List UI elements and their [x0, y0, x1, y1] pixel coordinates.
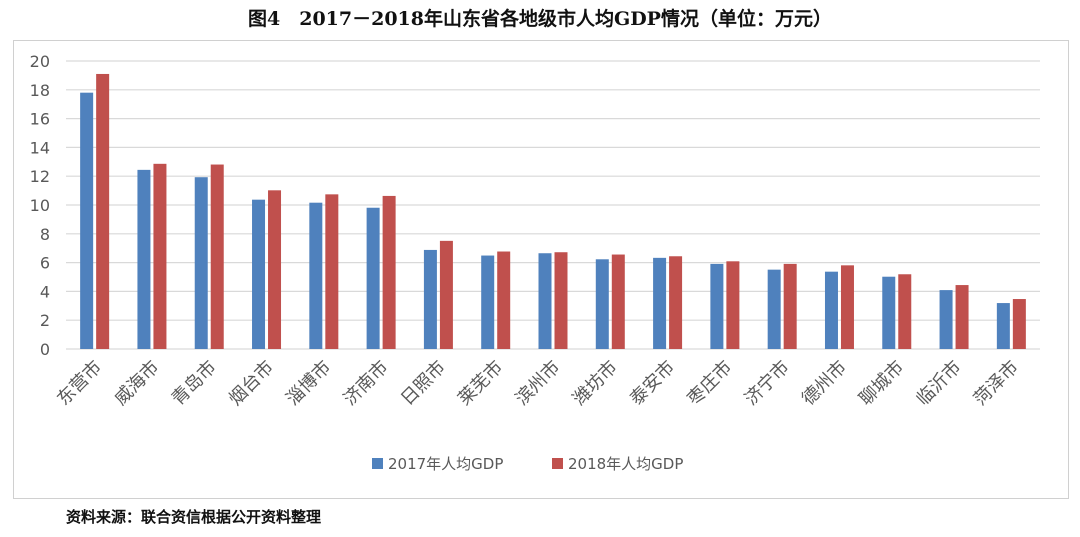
x-tick-label: 临沂市: [913, 357, 966, 410]
x-tick-label: 聊城市: [855, 357, 908, 410]
bar-2018: [554, 252, 568, 349]
bar-2017: [939, 290, 953, 349]
bar-2018: [210, 164, 224, 349]
legend-swatch: [552, 458, 563, 469]
x-tick-label: 青岛市: [168, 357, 221, 410]
bar-2018: [783, 263, 797, 349]
legend-swatch: [372, 458, 383, 469]
y-tick-label: 6: [40, 254, 50, 273]
y-tick-label: 0: [40, 340, 50, 359]
bar-2018: [669, 256, 683, 349]
bar-2017: [137, 169, 151, 349]
y-tick-label: 2: [40, 311, 50, 330]
bar-2018: [611, 254, 625, 349]
chart-frame: [13, 40, 1069, 499]
y-tick-label: 18: [30, 81, 50, 100]
y-tick-label: 14: [30, 138, 50, 157]
legend-label: 2018年人均GDP: [568, 455, 683, 473]
bar-2017: [252, 199, 266, 349]
source-note: 资料来源：联合资信根据公开资料整理: [66, 508, 322, 526]
chart-title: 图4 2017－2018年山东省各地级市人均GDP情况（单位：万元）: [248, 8, 832, 30]
bar-2017: [996, 303, 1010, 349]
y-tick-label: 16: [30, 110, 50, 129]
bar-2017: [882, 276, 896, 349]
bar-2018: [955, 285, 969, 349]
x-tick-label: 滨州市: [512, 357, 565, 410]
bar-2017: [80, 92, 94, 350]
bar-2018: [726, 261, 740, 349]
x-tick-label: 东营市: [53, 357, 106, 410]
bar-2018: [153, 163, 167, 349]
x-tick-label: 淄博市: [282, 357, 335, 410]
x-tick-label: 济南市: [340, 357, 393, 410]
x-tick-label: 泰安市: [626, 357, 679, 410]
x-tick-label: 德州市: [798, 357, 851, 410]
bar-2017: [194, 177, 208, 349]
bar-2017: [710, 263, 724, 349]
x-tick-label: 菏泽市: [970, 357, 1023, 410]
y-tick-label: 20: [30, 52, 50, 71]
bar-2018: [898, 274, 912, 349]
bar-2017: [481, 255, 495, 349]
y-tick-label: 12: [30, 167, 50, 186]
bar-2018: [497, 251, 511, 349]
legend-label: 2017年人均GDP: [388, 455, 503, 473]
bar-2017: [653, 257, 667, 349]
x-tick-label: 枣庄市: [683, 357, 736, 410]
x-tick-label: 潍坊市: [569, 357, 622, 410]
x-tick-label: 莱芜市: [454, 357, 507, 410]
x-tick-label: 威海市: [110, 357, 163, 410]
bar-2017: [309, 202, 323, 349]
y-tick-label: 10: [30, 196, 50, 215]
bar-2018: [268, 190, 282, 349]
bar-2017: [423, 249, 437, 349]
y-tick-label: 4: [40, 282, 50, 301]
bar-2018: [439, 240, 453, 349]
bar-2017: [538, 253, 552, 349]
x-tick-label: 烟台市: [225, 357, 278, 410]
bar-2018: [382, 195, 396, 349]
bar-2017: [595, 259, 609, 349]
x-tick-label: 日照市: [397, 357, 450, 410]
bar-2018: [840, 265, 854, 349]
bar-2018: [325, 194, 339, 349]
bar-2017: [366, 207, 380, 349]
x-tick-label: 济宁市: [741, 357, 794, 410]
y-tick-label: 8: [40, 225, 50, 244]
bar-2017: [767, 269, 781, 349]
bar-2018: [1012, 299, 1026, 349]
bar-2017: [824, 271, 838, 349]
bar-2018: [96, 73, 110, 350]
